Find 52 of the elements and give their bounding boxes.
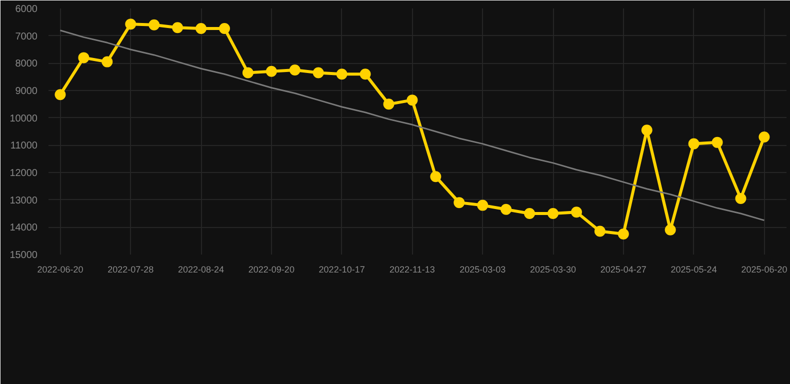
x-tick-label: 2022-07-28 [108,264,154,274]
point [594,226,606,237]
point [172,22,184,34]
point [54,89,66,100]
point [524,208,536,219]
y-tick-label: 14000 [10,222,38,234]
x-tick-label: 2022-10-17 [318,264,365,274]
y-tick-label: 12000 [10,168,38,179]
y-tick-label: 15000 [10,250,38,261]
point [218,22,230,34]
x-tick-label: 2025-03-03 [460,264,506,274]
point [336,68,348,80]
point [125,18,136,30]
y-tick-label: 9000 [15,86,38,97]
point [196,22,207,34]
point [383,98,394,110]
point [406,94,418,106]
x-tick-label: 2025-04-27 [600,264,646,274]
y-tick-label: 10000 [10,113,38,124]
point [758,131,770,142]
y-tick-label: 7000 [15,31,38,42]
point [242,67,254,78]
y-tick-label: 6000 [15,4,38,15]
point [735,192,746,204]
point [78,52,90,64]
point [360,68,371,80]
y-tick-label: 11000 [10,140,38,152]
x-tick-label: 2022-06-20 [37,264,84,274]
y-tick-label: 13000 [10,195,38,206]
point [454,197,465,208]
x-tick-label: 2025-05-24 [670,264,717,274]
point [570,206,582,218]
x-tick-label: 2025-03-30 [530,264,576,274]
point [430,171,442,182]
point [664,224,676,236]
y-tick-label: 8000 [15,58,38,70]
point [688,138,700,150]
x-tick-label: 2025-06-20 [741,264,788,274]
x-tick-label: 2022-09-20 [248,264,294,274]
point [548,208,559,219]
point [500,204,512,215]
point [477,200,488,211]
point [266,66,277,77]
x-tick-label: 2022-08-24 [178,264,224,274]
point [618,228,629,240]
point [641,124,652,136]
x-tick-label: 2022-11-13 [390,264,435,274]
point [712,136,723,148]
point [289,64,300,76]
point [312,67,324,78]
point [102,56,113,68]
point [148,19,160,30]
